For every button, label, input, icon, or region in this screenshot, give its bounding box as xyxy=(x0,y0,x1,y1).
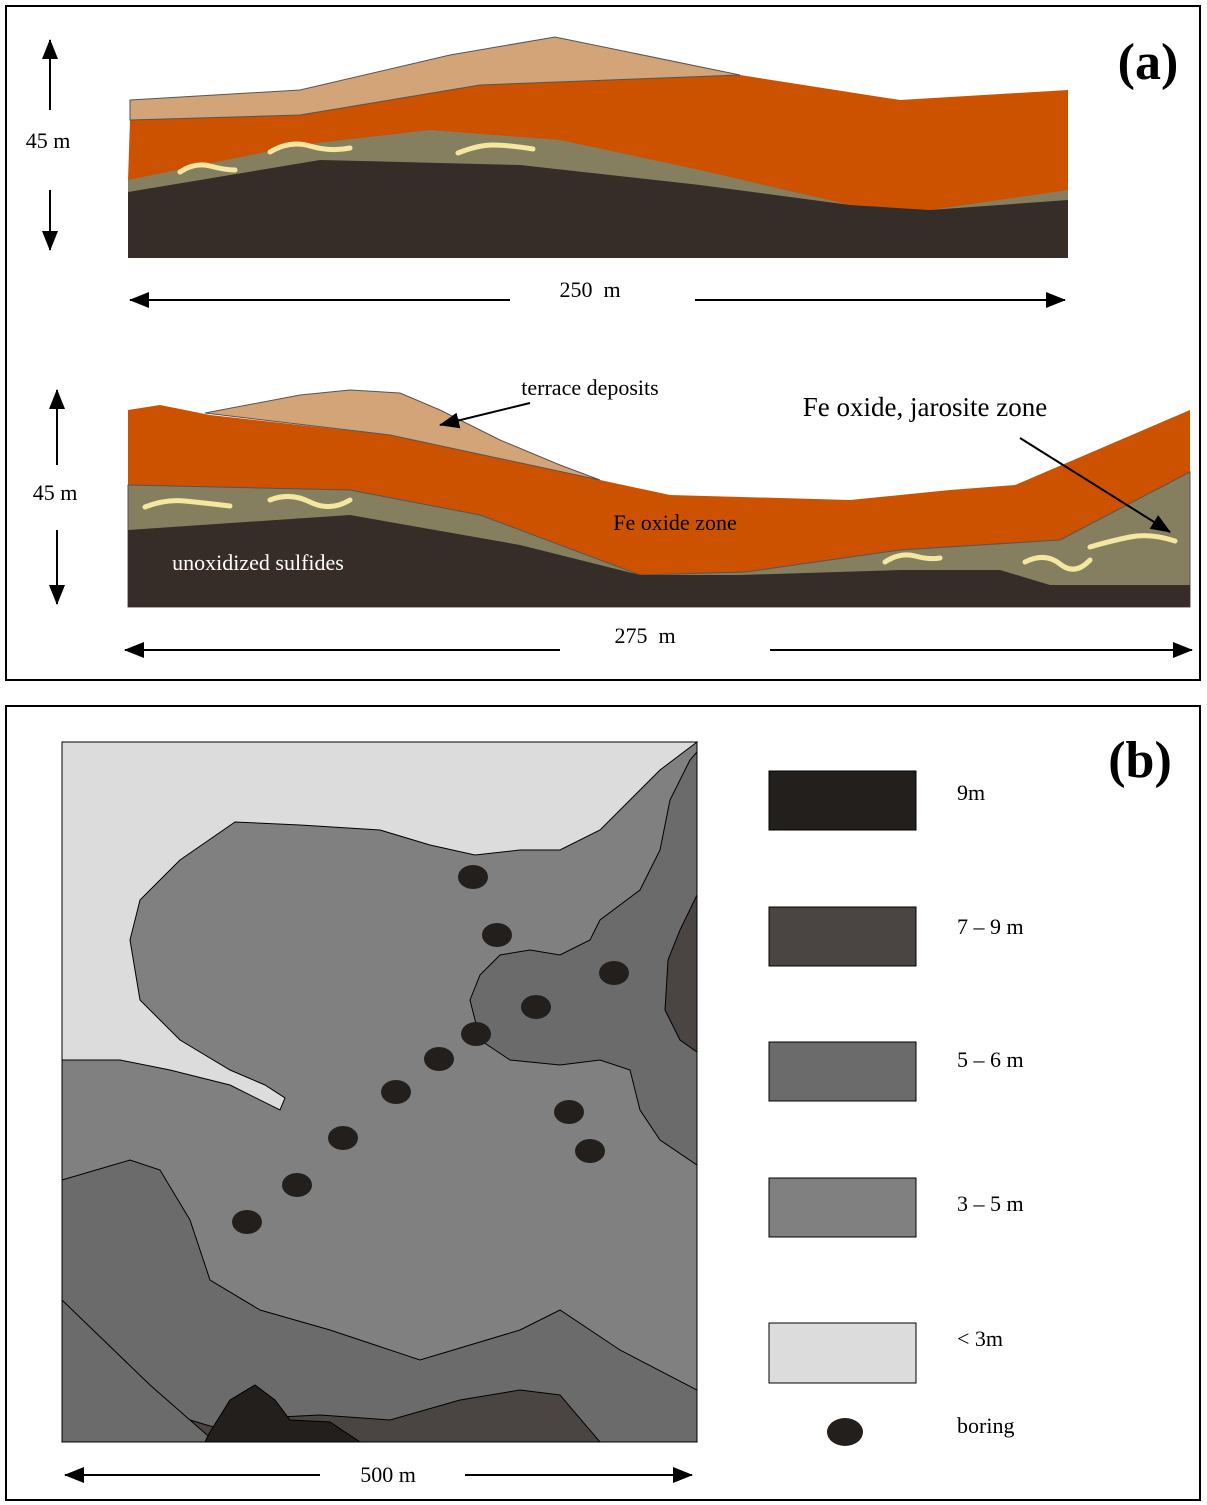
legend-label: boring xyxy=(957,1413,1014,1438)
panel-label: (b) xyxy=(1108,732,1172,789)
legend-label: 7 – 9 m xyxy=(957,914,1024,939)
height-label: 45 m xyxy=(26,128,71,153)
panel-b: (b) 500 m 9m 7 – 9 m 5 – 6 m 3 – 5 m < 3… xyxy=(6,706,1200,1500)
contour-map xyxy=(62,742,697,1442)
arrow xyxy=(440,403,530,425)
width-label: 275 m xyxy=(614,623,675,648)
boring xyxy=(458,865,488,889)
legend-label: 9m xyxy=(957,780,985,805)
boring xyxy=(599,961,629,985)
boring xyxy=(575,1139,605,1163)
legend-swatch xyxy=(827,1418,863,1446)
boring xyxy=(328,1126,358,1150)
legend-label: < 3m xyxy=(957,1326,1003,1351)
section-2: 45 m terrace deposits Fe oxide, jarosite… xyxy=(33,375,1192,650)
legend-label: 5 – 6 m xyxy=(957,1047,1024,1072)
boring xyxy=(424,1047,454,1071)
terrace-label: terrace deposits xyxy=(521,375,658,400)
legend-swatch xyxy=(769,1323,916,1383)
boring xyxy=(521,995,551,1019)
panel-label: (a) xyxy=(1118,34,1179,91)
unoxidized-label: unoxidized sulfides xyxy=(172,550,344,575)
figure: (a) 45 m 250 m 45 m terrace deposits Fe … xyxy=(0,0,1207,1505)
scale-label: 500 m xyxy=(360,1462,416,1487)
legend-swatch xyxy=(769,1178,916,1237)
section-1: 45 m 250 m xyxy=(26,37,1068,302)
fe-oxide-label: Fe oxide zone xyxy=(613,510,736,535)
width-label: 250 m xyxy=(559,277,620,302)
legend-swatch xyxy=(769,771,916,830)
jarosite-label: Fe oxide, jarosite zone xyxy=(803,392,1047,422)
height-label: 45 m xyxy=(33,480,78,505)
panel-a: (a) 45 m 250 m 45 m terrace deposits Fe … xyxy=(6,6,1200,680)
legend: 9m 7 – 9 m 5 – 6 m 3 – 5 m < 3m boring xyxy=(769,771,1024,1446)
boring xyxy=(554,1100,584,1124)
boring xyxy=(282,1173,312,1197)
legend-swatch xyxy=(769,907,916,966)
legend-swatch xyxy=(769,1042,916,1101)
boring xyxy=(381,1080,411,1104)
boring xyxy=(482,923,512,947)
boring xyxy=(461,1022,491,1046)
boring xyxy=(232,1210,262,1234)
legend-label: 3 – 5 m xyxy=(957,1191,1024,1216)
